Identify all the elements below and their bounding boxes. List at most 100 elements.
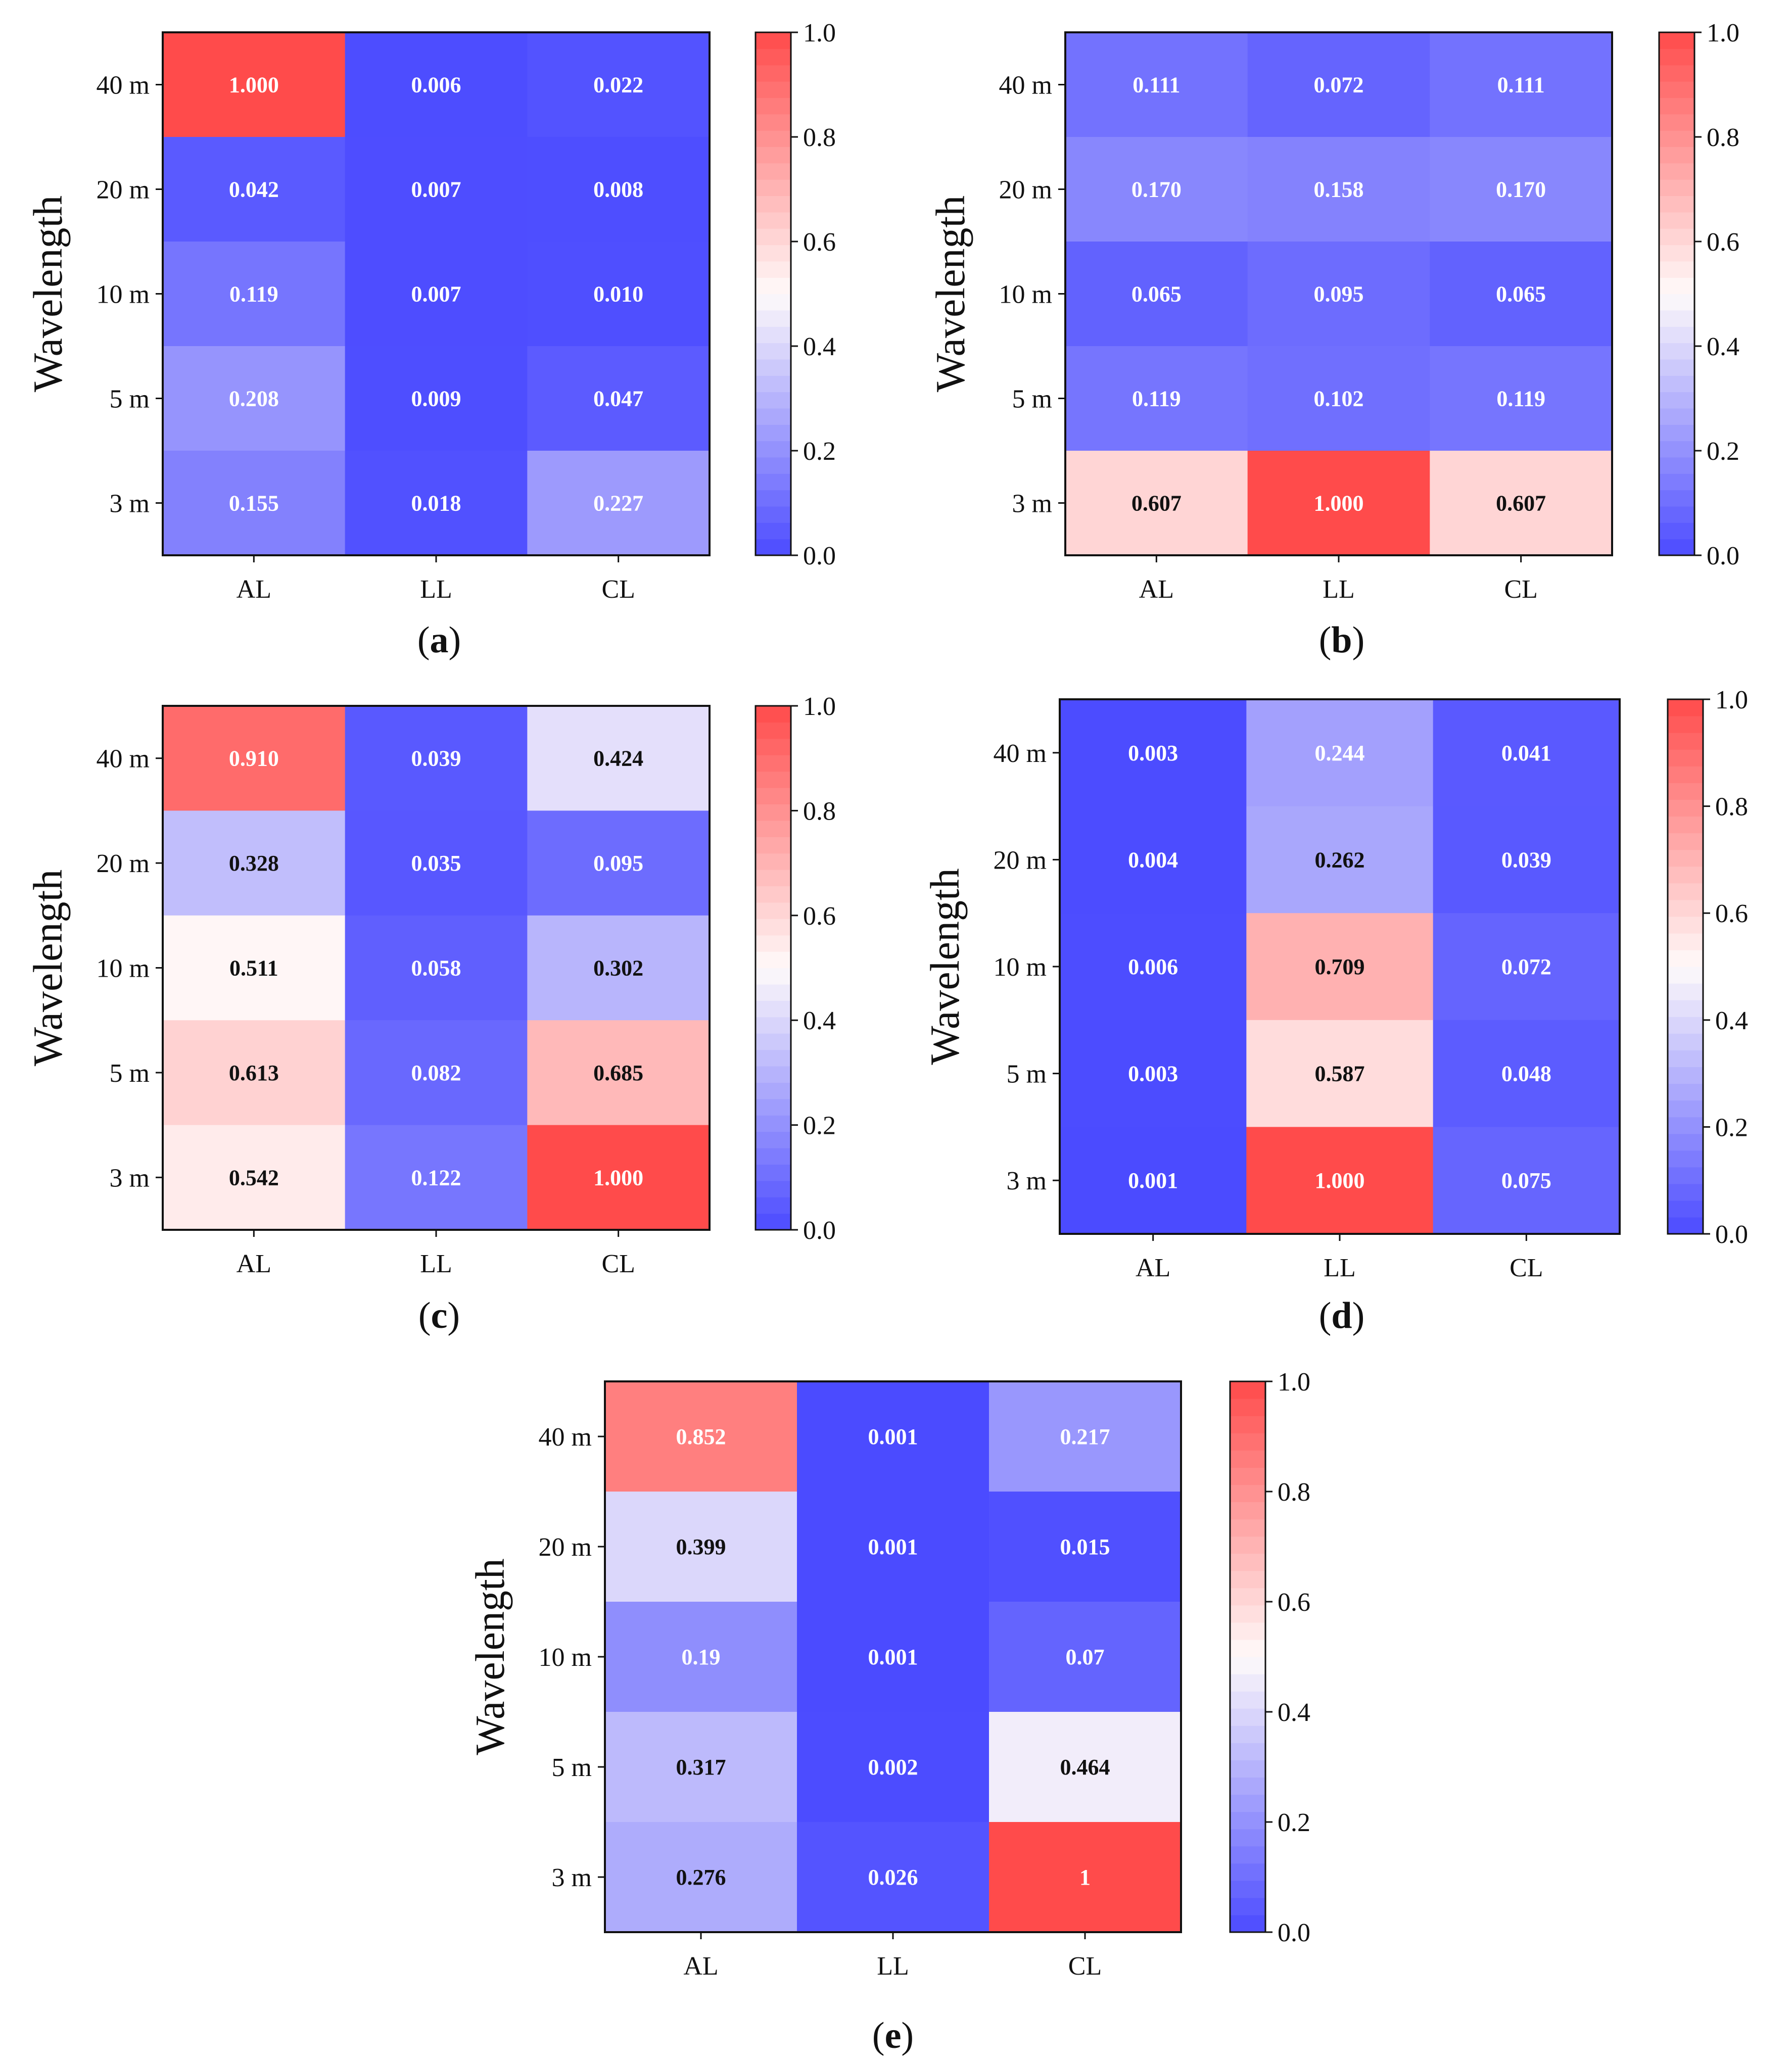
heatmap-cell bbox=[605, 1602, 797, 1712]
colorbar-segment bbox=[756, 359, 791, 376]
heatmap-cell bbox=[1430, 137, 1613, 242]
heatmap-cell bbox=[345, 1020, 528, 1126]
colorbar-segment bbox=[756, 441, 791, 458]
colorbar-segment bbox=[1668, 1217, 1703, 1234]
colorbar-segment bbox=[756, 968, 791, 985]
colorbar-tick-label: 0.4 bbox=[1278, 1698, 1310, 1727]
colorbar-segment bbox=[1668, 1050, 1703, 1067]
colorbar-segment bbox=[1230, 1811, 1265, 1830]
cell-value-label: 0.852 bbox=[676, 1424, 726, 1449]
heatmap-cell bbox=[345, 242, 528, 347]
colorbar-segment bbox=[756, 1000, 791, 1018]
heatmap-cell bbox=[1060, 913, 1247, 1021]
heatmap-cell bbox=[1247, 137, 1430, 242]
colorbar-tick-label: 0.8 bbox=[1715, 793, 1748, 822]
y-tick-label: 20 m bbox=[999, 176, 1052, 205]
colorbar-tick-label: 0.4 bbox=[803, 332, 836, 361]
heatmap-cell bbox=[1247, 346, 1430, 451]
cell-value-label: 0.065 bbox=[1496, 282, 1546, 307]
cell-value-label: 0.075 bbox=[1501, 1168, 1551, 1193]
cell-value-label: 0.072 bbox=[1314, 73, 1364, 98]
y-tick-label: 10 m bbox=[539, 1643, 592, 1672]
heatmap-cell bbox=[1065, 242, 1248, 347]
cell-value-label: 0.072 bbox=[1501, 954, 1551, 979]
heatmap-panel-d: 0.003 0.244 0.041 0.004 0.262 0.039 0.006 0.709… bbox=[922, 686, 1748, 1336]
cell-value-label: 0.001 bbox=[868, 1645, 918, 1669]
colorbar-segment bbox=[756, 804, 791, 821]
y-axis-title: Wavelength bbox=[922, 868, 968, 1065]
colorbar-segment bbox=[756, 163, 791, 180]
colorbar-tick-label: 0.6 bbox=[1707, 228, 1739, 257]
y-tick-label: 40 m bbox=[539, 1423, 592, 1452]
x-tick-label: AL bbox=[1139, 575, 1174, 604]
colorbar-segment bbox=[1659, 147, 1694, 164]
heatmap-cell bbox=[527, 242, 710, 347]
colorbar-segment bbox=[1659, 424, 1694, 442]
colorbar-segment bbox=[1668, 1033, 1703, 1050]
y-tick-label: 3 m bbox=[1012, 490, 1052, 518]
cell-value-label: 0.001 bbox=[868, 1424, 918, 1449]
x-tick-label: LL bbox=[1324, 1254, 1356, 1282]
cell-value-label: 0.122 bbox=[411, 1165, 461, 1190]
x-tick-label: CL bbox=[1068, 1952, 1102, 1981]
colorbar-segment bbox=[1230, 1657, 1265, 1674]
colorbar-segment bbox=[1659, 32, 1694, 49]
colorbar-segment bbox=[1668, 766, 1703, 783]
colorbar-tick-label: 0.6 bbox=[803, 902, 836, 931]
cell-value-label: 0.170 bbox=[1496, 177, 1546, 202]
x-tick-label: CL bbox=[1504, 575, 1537, 604]
heatmap-cell bbox=[1433, 1127, 1620, 1234]
colorbar-segment bbox=[756, 114, 791, 131]
colorbar-segment bbox=[1659, 277, 1694, 295]
y-tick-label: 40 m bbox=[999, 71, 1052, 100]
heatmap-cell bbox=[1430, 346, 1613, 451]
colorbar-segment bbox=[756, 1180, 791, 1197]
colorbar-tick-label: 0.8 bbox=[803, 797, 836, 826]
colorbar-segment bbox=[1659, 473, 1694, 491]
colorbar-tick-label: 0.8 bbox=[1707, 123, 1739, 152]
colorbar-segment bbox=[1668, 949, 1703, 967]
colorbar-segment bbox=[756, 212, 791, 229]
heatmap-cell bbox=[345, 810, 528, 916]
heatmap-cell bbox=[527, 810, 710, 916]
heatmap-cell bbox=[1060, 1020, 1247, 1127]
colorbar-segment bbox=[1230, 1794, 1265, 1812]
colorbar-segment bbox=[1659, 490, 1694, 507]
heatmap-cell bbox=[163, 706, 346, 811]
colorbar-segment bbox=[756, 179, 791, 197]
cell-value-label: 0.424 bbox=[593, 746, 643, 771]
colorbar-segment bbox=[756, 98, 791, 115]
heatmap-cell bbox=[527, 451, 710, 556]
colorbar-tick-label: 0.6 bbox=[1278, 1588, 1310, 1617]
colorbar-segment bbox=[1230, 1536, 1265, 1554]
panel-label: (d) bbox=[1319, 1295, 1364, 1336]
colorbar-segment bbox=[756, 1066, 791, 1083]
colorbar-segment bbox=[756, 539, 791, 556]
heatmap-cell bbox=[527, 1020, 710, 1126]
cell-value-label: 0.048 bbox=[1501, 1062, 1551, 1086]
colorbar-segment bbox=[756, 1115, 791, 1132]
cell-value-label: 0.003 bbox=[1128, 741, 1178, 765]
colorbar-tick-label: 0.2 bbox=[803, 1112, 836, 1140]
colorbar-segment bbox=[756, 130, 791, 148]
colorbar-tick-label: 0.0 bbox=[1278, 1919, 1310, 1947]
colorbar-tick-label: 0.0 bbox=[1715, 1220, 1748, 1249]
colorbar-segment bbox=[756, 706, 791, 723]
cell-value-label: 0.007 bbox=[411, 282, 461, 307]
colorbar-segment bbox=[1668, 1083, 1703, 1101]
y-axis-title: Wavelength bbox=[467, 1558, 513, 1755]
heatmap-cell bbox=[345, 1125, 528, 1230]
colorbar-segment bbox=[1668, 1133, 1703, 1151]
heatmap-cell bbox=[163, 810, 346, 916]
colorbar-segment bbox=[1230, 1450, 1265, 1468]
cell-value-label: 0.302 bbox=[593, 956, 643, 981]
cell-value-label: 0.111 bbox=[1133, 73, 1180, 98]
heatmap-cell bbox=[989, 1602, 1182, 1712]
cell-value-label: 0.002 bbox=[868, 1755, 918, 1780]
cell-value-label: 0.039 bbox=[411, 746, 461, 771]
y-tick-label: 40 m bbox=[97, 71, 150, 100]
heatmap-cell bbox=[605, 1712, 797, 1823]
colorbar-segment bbox=[1659, 408, 1694, 425]
colorbar-segment bbox=[1659, 457, 1694, 474]
heatmap-cell bbox=[1246, 1020, 1434, 1127]
